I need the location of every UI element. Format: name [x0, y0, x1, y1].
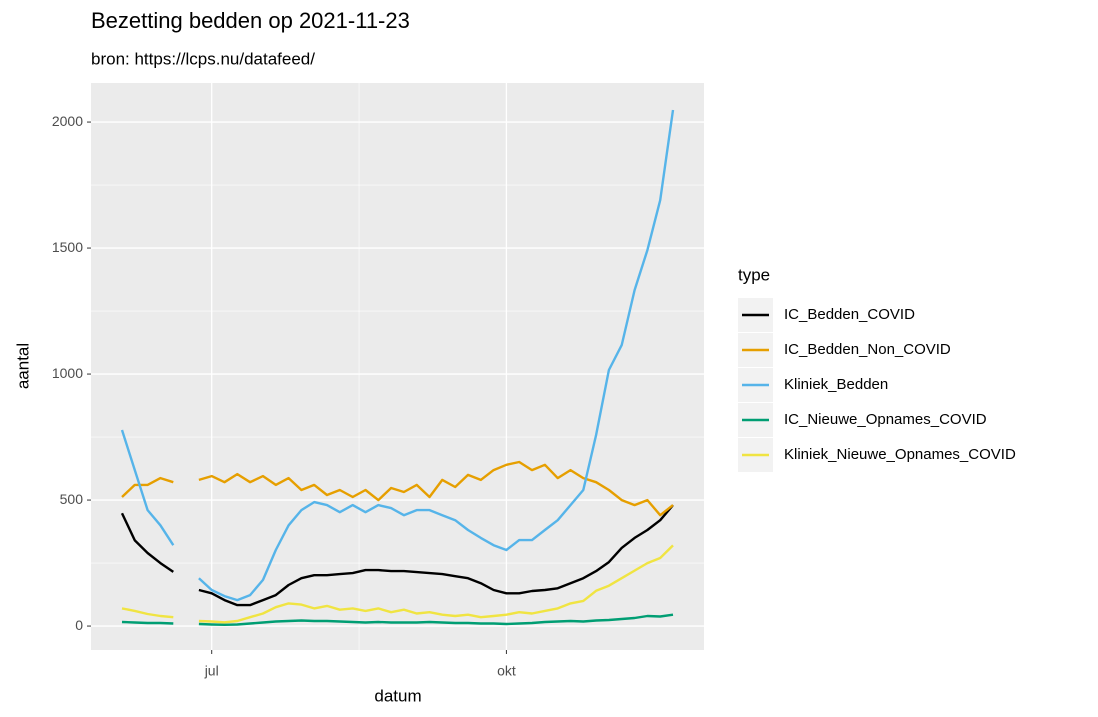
legend-label: Kliniek_Bedden — [784, 376, 888, 393]
legend-label: IC_Bedden_Non_COVID — [784, 341, 951, 358]
chart-subtitle: bron: https://lcps.nu/datafeed/ — [91, 49, 315, 68]
y-tick-label: 0 — [75, 617, 83, 633]
legend-label: IC_Nieuwe_Opnames_COVID — [784, 411, 987, 428]
series-line — [121, 460, 674, 517]
plot-background — [91, 83, 704, 650]
series-line — [120, 504, 674, 607]
y-tick-label: 1000 — [52, 365, 83, 381]
chart-title: Bezetting bedden op 2021-11-23 — [91, 8, 410, 33]
legend-title: type — [738, 265, 770, 284]
y-axis-title: aantal — [13, 343, 32, 389]
legend-label: IC_Bedden_COVID — [784, 306, 915, 323]
y-tick-label: 2000 — [52, 113, 83, 129]
series-line — [121, 544, 674, 624]
y-tick-label: 500 — [60, 491, 84, 507]
series-line — [120, 109, 675, 602]
x-tick-label: okt — [497, 663, 516, 679]
legend-label: Kliniek_Nieuwe_Opnames_COVID — [784, 446, 1016, 463]
x-axis-title: datum — [374, 686, 421, 705]
series-line — [121, 613, 674, 626]
x-tick-label: jul — [204, 663, 219, 679]
y-tick-label: 1500 — [52, 239, 83, 255]
